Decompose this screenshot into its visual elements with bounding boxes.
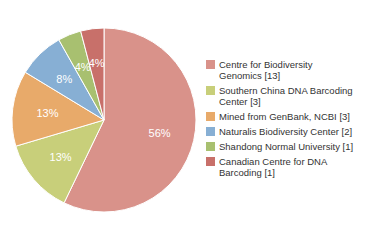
html-text:Centre for Biodiversity: Centre for Biodiversity [219, 58, 313, 70]
svg-text:56%: 56% [149, 127, 171, 139]
svg-text:4%: 4% [89, 57, 105, 69]
html-text:Genomics [13]: Genomics [13] [219, 69, 281, 81]
html-text:Shandong Normal University [1]: Shandong Normal University [1] [219, 140, 354, 152]
html-text:Mined from GenBank, NCBI [3]: Mined from GenBank, NCBI [3] [219, 110, 350, 122]
svg-text:8%: 8% [56, 73, 72, 85]
svg-text:13%: 13% [36, 107, 58, 119]
svg-text:13%: 13% [50, 151, 72, 163]
svg-text:4%: 4% [74, 61, 91, 74]
html-text:Canadian Centre for DNA: Canadian Centre for DNA [219, 155, 328, 167]
html-text:Center [3]: Center [3] [219, 95, 261, 107]
html-text:Naturalis Biodiversity Center: Naturalis Biodiversity Center [2] [219, 125, 353, 137]
html-text:Barcoding [1]: Barcoding [1] [219, 166, 275, 178]
html-text:Southern China DNA Barcoding: Southern China DNA Barcoding [219, 84, 353, 96]
